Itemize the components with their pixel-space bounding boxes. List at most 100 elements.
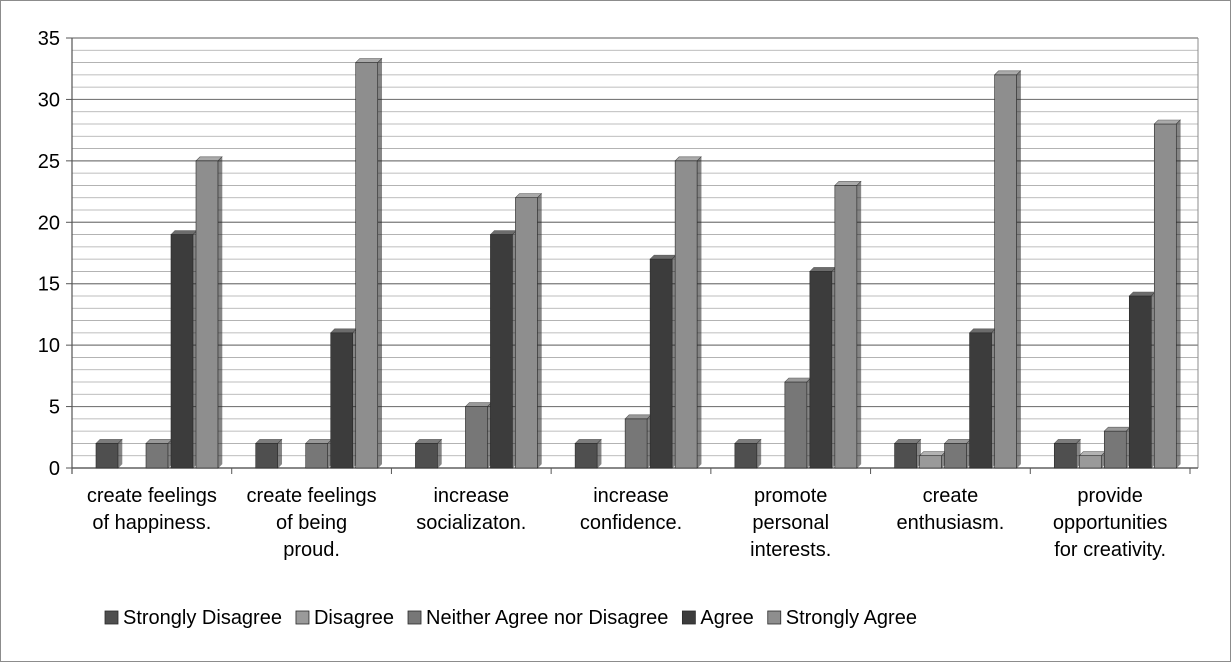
bar: [95, 438, 123, 469]
bar-top: [414, 439, 443, 444]
bar-top: [514, 193, 543, 199]
bar-side: [856, 180, 862, 469]
bar: [674, 156, 702, 469]
bar: [489, 229, 518, 469]
bar-side: [537, 192, 542, 469]
x-tick-label: create enthusiasm.: [897, 485, 1005, 534]
bar-front: [170, 234, 194, 469]
bar-front: [1153, 123, 1177, 469]
legend-swatch: [295, 610, 310, 625]
legend-label: Disagree: [314, 607, 394, 629]
bar: [1153, 119, 1182, 469]
bar-top: [834, 181, 862, 186]
bar-front: [515, 197, 538, 469]
bar-side: [696, 156, 702, 469]
bar-front: [834, 185, 858, 469]
bar: [809, 266, 837, 469]
bar: [329, 328, 358, 469]
bar-front: [994, 74, 1017, 469]
bar: [784, 377, 812, 469]
legend-swatch: [407, 610, 422, 625]
bar: [624, 414, 652, 469]
y-tick-label: 25: [38, 151, 60, 173]
bar-top: [1078, 451, 1107, 457]
bar-front: [95, 443, 119, 469]
bar-front: [1053, 443, 1077, 469]
bar-front: [355, 62, 379, 469]
y-tick-label: 30: [38, 89, 60, 111]
bar-top: [893, 439, 922, 444]
bar-top: [170, 230, 198, 235]
gridlines: [72, 37, 1198, 469]
bar-front: [305, 443, 329, 469]
bar: [1053, 438, 1082, 469]
bar-top: [254, 439, 283, 444]
bar: [145, 438, 173, 469]
bar-side: [1016, 70, 1021, 469]
bar: [1078, 450, 1107, 469]
bar-front: [255, 443, 279, 469]
legend-item: Agree: [681, 607, 754, 629]
y-tick-label: 15: [38, 274, 60, 296]
bar-top: [464, 402, 493, 407]
legend-swatch: [681, 610, 696, 625]
bar: [354, 57, 383, 469]
bar: [993, 70, 1022, 469]
bar-side: [437, 438, 442, 469]
bar-top: [1153, 119, 1182, 125]
bar: [304, 438, 333, 469]
bar-top: [354, 58, 383, 63]
bar-front: [919, 455, 942, 469]
x-tick-label: promote personal interests.: [750, 485, 831, 561]
bar-front: [784, 381, 808, 469]
bar-top: [95, 439, 123, 444]
legend-swatch: [767, 610, 782, 625]
bar-front: [969, 332, 992, 469]
bar: [734, 438, 762, 469]
y-tick-label: 5: [49, 397, 60, 419]
bar-front: [674, 160, 698, 469]
bar: [918, 450, 947, 469]
bar-top: [918, 451, 947, 457]
x-tick-labels: create feelings of happiness. create feeli…: [87, 485, 1168, 561]
bar-top: [968, 328, 997, 334]
bar: [195, 156, 223, 469]
bar-front: [1078, 455, 1102, 469]
bar: [834, 180, 862, 469]
bar: [514, 192, 543, 469]
bar-top: [784, 377, 812, 383]
bar: [170, 229, 198, 469]
x-tick-label: provide opportunities for creativity.: [1053, 485, 1168, 561]
bar-top: [674, 156, 702, 162]
x-tick-label: increase confidence.: [580, 485, 682, 534]
bar-top: [993, 70, 1022, 76]
y-tick-label: 0: [49, 458, 60, 480]
legend-item: Strongly Agree: [767, 607, 917, 629]
legend-swatch: [104, 610, 119, 625]
bar: [1103, 426, 1132, 469]
y-tick-label: 20: [38, 212, 60, 234]
bar-front: [624, 418, 648, 469]
bar-front: [574, 443, 598, 469]
bar-side: [117, 438, 123, 469]
x-tick-label: create feelings of being proud.: [247, 485, 377, 561]
x-tick-label: increase socializaton.: [416, 485, 526, 534]
bar: [649, 254, 677, 469]
legend-label: Strongly Agree: [786, 607, 917, 629]
bar-front: [145, 443, 169, 469]
bar-top: [1053, 439, 1082, 444]
bar-top: [734, 439, 762, 444]
bar-top: [649, 254, 677, 260]
bar-side: [596, 438, 602, 469]
bar-top: [145, 439, 173, 444]
legend: Strongly Disagree Disagree Neither Agree n…: [104, 607, 917, 629]
bar-top: [304, 439, 333, 444]
x-tick-label: create feelings of happiness.: [87, 485, 217, 534]
bar-top: [329, 328, 358, 334]
bar-top: [574, 439, 602, 444]
bar-top: [809, 267, 837, 272]
bar-side: [377, 57, 383, 469]
bar-front: [330, 332, 354, 469]
bar: [414, 438, 443, 469]
bar-top: [1128, 291, 1157, 297]
